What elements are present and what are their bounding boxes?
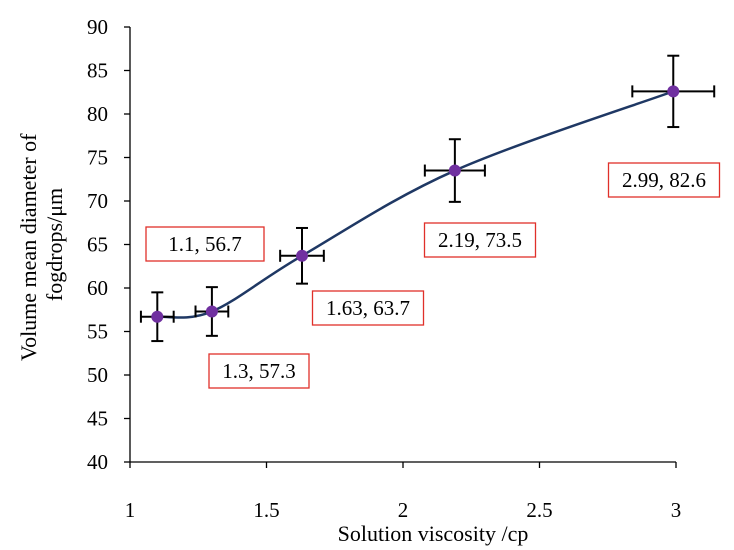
data-label: 2.19, 73.5 — [423, 222, 537, 258]
data-labels: 1.1, 56.7 1.3, 57.3 1.63, 63.7 2.19, 73.5 2.… — [145, 162, 721, 389]
data-label-box — [311, 290, 425, 326]
y-tick-label: 75 — [87, 146, 108, 170]
data-point — [151, 310, 164, 323]
data-label-box — [607, 162, 721, 198]
data-label: 1.1, 56.7 — [145, 226, 265, 262]
y-tick-label: 65 — [87, 233, 108, 257]
x-tick-label: 2 — [398, 498, 409, 522]
y-axis-title-line-2: fogdrops/μm — [42, 188, 67, 301]
y-tick-label: 70 — [87, 189, 108, 213]
y-tick-label: 60 — [87, 276, 108, 300]
y-axis-title: Volume mean diameter of fogdrops/μm — [16, 128, 67, 361]
data-points — [151, 85, 680, 323]
y-tick-label: 45 — [87, 407, 108, 431]
x-tick-label: 1 — [125, 498, 136, 522]
data-label: 2.99, 82.6 — [607, 162, 721, 198]
data-label-text: 2.99, 82.6 — [622, 168, 706, 192]
data-label-box — [145, 226, 265, 262]
data-label-text: 1.63, 63.7 — [326, 296, 410, 320]
x-tick-labels: 1 1.5 2 2.5 3 — [125, 498, 682, 522]
error-bars — [139, 54, 716, 343]
y-tick-label: 55 — [87, 320, 108, 344]
data-label: 1.3, 57.3 — [208, 353, 310, 389]
y-tick-label: 85 — [87, 59, 108, 83]
y-tick-labels: 40 45 50 55 60 65 70 75 80 85 90 — [87, 15, 108, 474]
data-label: 1.63, 63.7 — [311, 290, 425, 326]
data-label-box — [423, 222, 537, 258]
x-axis-title: Solution viscosity /cp — [338, 521, 529, 546]
data-label-text: 1.1, 56.7 — [168, 232, 242, 256]
y-axis-title-line-1: Volume mean diameter of — [16, 133, 41, 361]
x-tick-label: 1.5 — [253, 498, 279, 522]
data-point — [448, 164, 461, 177]
data-label-text: 1.3, 57.3 — [222, 359, 296, 383]
trend-line — [157, 90, 674, 319]
data-label-text: 2.19, 73.5 — [438, 228, 522, 252]
y-tick-label: 80 — [87, 102, 108, 126]
x-tick-label: 2.5 — [526, 498, 552, 522]
data-point — [667, 85, 680, 98]
y-tick-label: 90 — [87, 15, 108, 39]
data-point — [295, 249, 308, 262]
x-tick-label: 3 — [671, 498, 682, 522]
data-label-box — [208, 353, 310, 389]
axes — [124, 26, 677, 468]
y-tick-label: 50 — [87, 363, 108, 387]
data-point — [205, 305, 218, 318]
y-tick-label: 40 — [87, 450, 108, 474]
